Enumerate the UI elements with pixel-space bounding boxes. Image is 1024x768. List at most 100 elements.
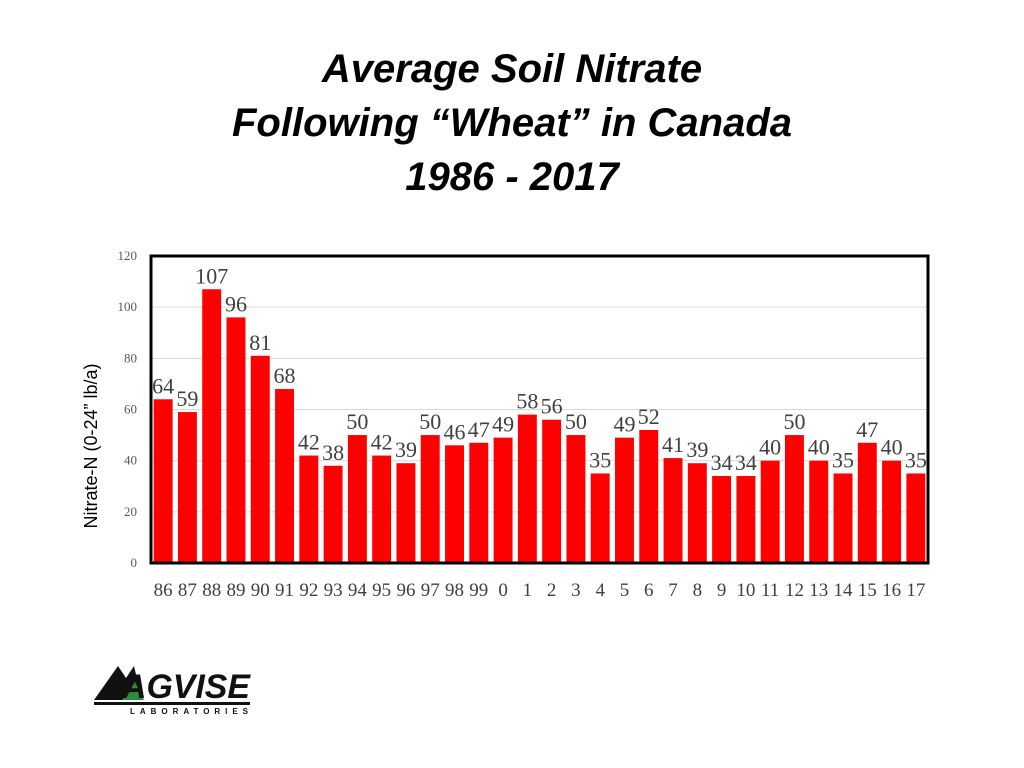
- bar: [323, 465, 343, 563]
- bar: [906, 473, 926, 563]
- x-tick-label: 95: [372, 580, 391, 601]
- logo-underline: [94, 702, 250, 705]
- data-label: 59: [176, 386, 198, 411]
- x-tick-label: 90: [251, 580, 270, 601]
- bar: [687, 463, 707, 563]
- data-label: 50: [419, 409, 441, 434]
- x-tick-label: 6: [644, 580, 654, 601]
- data-label: 41: [662, 432, 684, 457]
- x-tick-label: 15: [858, 580, 877, 601]
- x-tick-label: 16: [882, 580, 901, 601]
- logo-leaf-icon: [122, 680, 144, 700]
- title-line-1: Average Soil Nitrate: [321, 47, 703, 91]
- bar: [153, 399, 173, 563]
- data-label: 35: [589, 447, 611, 472]
- bar: [445, 445, 464, 563]
- bar: [857, 442, 877, 563]
- x-tick-label: 0: [498, 580, 508, 601]
- data-label: 46: [444, 419, 466, 444]
- x-tick-label: 99: [469, 580, 488, 601]
- bar: [784, 435, 804, 563]
- data-label: 40: [808, 435, 830, 460]
- bar: [469, 442, 489, 563]
- bar: [809, 460, 829, 563]
- y-tick-label: 20: [124, 504, 137, 519]
- data-label: 56: [541, 394, 563, 419]
- bar: [542, 419, 562, 563]
- x-tick-label: 7: [668, 580, 678, 601]
- x-tick-label: 5: [620, 580, 630, 601]
- x-tick-labels: 86 87 88 89 90 91 92 93 94 95 96 97 98 99 0 1 2 3 4 5 6 7 8 9 10…: [154, 580, 926, 601]
- x-tick-label: 92: [299, 580, 318, 601]
- y-axis-label: Nitrate-N (0-24” lb/a): [81, 363, 101, 528]
- bar: [615, 437, 634, 563]
- data-label: 35: [832, 447, 854, 472]
- x-tick-label: 94: [348, 580, 368, 601]
- data-label: 50: [346, 409, 368, 434]
- agvise-logo: AGVISE LABORATORIES: [94, 666, 251, 716]
- x-tick-label: 97: [421, 580, 440, 601]
- data-label: 35: [905, 447, 927, 472]
- y-tick-label: 0: [131, 555, 138, 570]
- data-label: 40: [881, 435, 903, 460]
- x-tick-label: 96: [396, 580, 415, 601]
- x-tick-label: 87: [178, 580, 197, 601]
- data-label: 64: [152, 373, 174, 398]
- y-tick-labels: 0 20 40 60 80 100 120: [118, 248, 138, 570]
- x-tick-label: 10: [736, 580, 755, 601]
- bars: [153, 289, 926, 563]
- data-label: 50: [565, 409, 587, 434]
- x-tick-label: 3: [571, 580, 581, 601]
- bar: [372, 455, 392, 563]
- x-tick-label: 11: [761, 580, 779, 601]
- title-line-3: 1986 - 2017: [405, 155, 619, 199]
- bar: [347, 435, 367, 563]
- x-tick-label: 98: [445, 580, 464, 601]
- data-label: 50: [783, 409, 805, 434]
- chart-title: Average Soil Nitrate Following “Wheat” i…: [0, 42, 1024, 204]
- bar: [396, 463, 416, 563]
- x-tick-label: 88: [202, 580, 221, 601]
- data-label: 42: [298, 430, 320, 455]
- data-label: 107: [195, 263, 228, 288]
- bar: [639, 429, 659, 563]
- x-tick-label: 9: [717, 580, 727, 601]
- bar: [275, 389, 295, 563]
- data-label: 81: [249, 330, 271, 355]
- y-tick-label: 100: [118, 299, 138, 314]
- data-label: 47: [468, 417, 490, 442]
- x-tick-label: 4: [595, 580, 605, 601]
- data-label: 38: [322, 440, 344, 465]
- data-label: 42: [371, 430, 393, 455]
- bar: [299, 455, 319, 563]
- data-label: 49: [492, 412, 514, 437]
- x-tick-label: 17: [906, 580, 925, 601]
- y-tick-label: 40: [124, 453, 137, 468]
- x-tick-label: 14: [834, 580, 854, 601]
- data-label: 49: [613, 412, 635, 437]
- bar: [712, 476, 732, 563]
- x-tick-label: 13: [809, 580, 828, 601]
- bar: [882, 460, 902, 563]
- data-label: 34: [711, 450, 733, 475]
- bar: [177, 412, 197, 563]
- data-label: 58: [516, 389, 538, 414]
- data-label: 68: [274, 363, 296, 388]
- bar: [420, 435, 440, 563]
- title-line-2: Following “Wheat” in Canada: [232, 101, 792, 145]
- x-tick-label: 1: [523, 580, 533, 601]
- x-tick-label: 91: [275, 580, 294, 601]
- bar: [517, 414, 537, 563]
- data-label: 52: [638, 404, 660, 429]
- bar: [493, 437, 513, 563]
- y-tick-label: 80: [124, 350, 137, 365]
- logo-brand-text: AGVISE: [121, 668, 251, 706]
- data-label: 39: [686, 437, 708, 462]
- bar: [566, 435, 586, 563]
- data-label: 47: [856, 417, 878, 442]
- logo-sub-text: LABORATORIES: [130, 707, 249, 716]
- x-tick-label: 93: [324, 580, 343, 601]
- x-tick-label: 8: [693, 580, 703, 601]
- y-tick-label: 120: [118, 248, 138, 263]
